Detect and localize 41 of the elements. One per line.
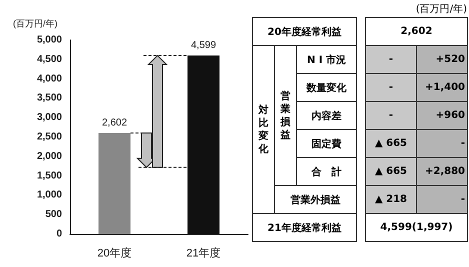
y-tick-label: 2,500 xyxy=(36,132,62,142)
text: 合 計 xyxy=(296,158,356,186)
text: ▲ 218 xyxy=(366,186,416,214)
data-label: 2,602 xyxy=(102,118,128,129)
text: 営業外損益 xyxy=(274,186,356,214)
text: (百万円/年) xyxy=(416,3,467,16)
text: +2,880 xyxy=(416,158,468,186)
x-tick-label: 21年度 xyxy=(186,246,221,260)
y-tick-label: 500 xyxy=(45,209,62,220)
text: 20年度経常利益 xyxy=(252,18,356,46)
text: N I 市況 xyxy=(296,46,356,74)
text: 21年度経常利益 xyxy=(252,214,356,242)
y-tick-label: 4,500 xyxy=(36,54,62,65)
y-tick-label: 3,500 xyxy=(36,92,62,104)
text: - xyxy=(366,102,416,130)
text: 固定費 xyxy=(296,130,356,158)
text: +520 xyxy=(416,46,468,74)
text: 2,602 xyxy=(366,18,468,46)
y-tick-label: 1,000 xyxy=(36,190,62,201)
text: +1,400 xyxy=(416,74,468,102)
y-tick-label: 0 xyxy=(56,228,62,240)
y-tick-label: 4,000 xyxy=(36,73,62,84)
y-tick-label: 2,000 xyxy=(36,150,62,162)
text: 数量変化 xyxy=(296,74,356,102)
text: - xyxy=(366,46,416,74)
text: - xyxy=(366,74,416,102)
text: - xyxy=(416,130,468,158)
text: - xyxy=(416,186,468,214)
data-label: 4,599 xyxy=(190,40,216,52)
text: 内容差 xyxy=(296,102,356,130)
text: 営業損益 xyxy=(279,90,292,142)
text: ▲ 665 xyxy=(366,130,416,158)
x-tick-label: 20年度 xyxy=(97,246,132,260)
y-tick-label: 1,500 xyxy=(36,170,62,182)
text: 4,599(1,997) xyxy=(366,214,468,242)
text: 対比変化 xyxy=(257,104,270,156)
y-tick-label: 3,000 xyxy=(36,112,62,124)
y-axis-title: (百万円/年) xyxy=(13,18,58,28)
text: ▲ 665 xyxy=(366,158,416,186)
text: +960 xyxy=(416,102,468,130)
y-tick-label: 5,000 xyxy=(36,34,62,46)
